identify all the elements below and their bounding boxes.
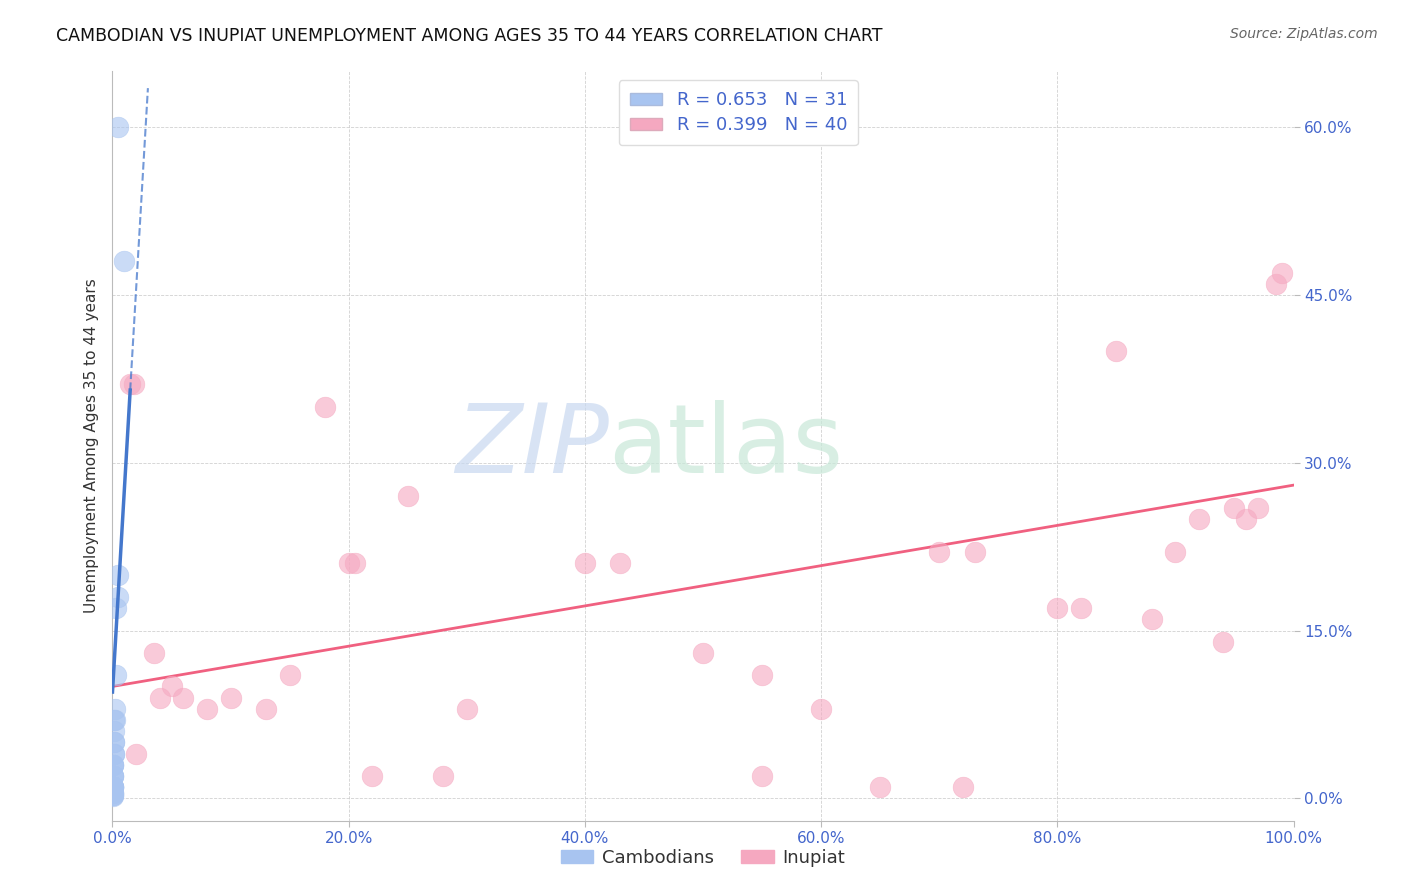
Point (103, 713, 125, 727)
Legend: Cambodians, Inupiat: Cambodians, Inupiat (554, 842, 852, 874)
Point (101, 786, 124, 800)
Point (104, 702, 127, 716)
Point (160, 680, 183, 694)
Point (107, 590, 129, 604)
Y-axis label: Unemployment Among Ages 35 to 44 years: Unemployment Among Ages 35 to 44 years (83, 278, 98, 614)
Text: atlas: atlas (609, 400, 844, 492)
Point (219, 690, 242, 705)
Point (101, 788, 124, 802)
Point (101, 780, 124, 794)
Point (337, 557, 360, 571)
Point (692, 646, 714, 660)
Point (314, 400, 336, 414)
Text: ZIP: ZIP (454, 400, 609, 492)
Point (1271, 266, 1294, 280)
Point (103, 735, 125, 749)
Point (361, 769, 384, 783)
Point (1212, 634, 1234, 648)
Point (195, 702, 218, 716)
Point (1105, 343, 1128, 358)
Point (101, 788, 124, 802)
Point (103, 747, 125, 761)
Point (104, 713, 127, 727)
Point (609, 557, 631, 571)
Point (101, 769, 124, 783)
Legend: R = 0.653   N = 31, R = 0.399   N = 40: R = 0.653 N = 31, R = 0.399 N = 40 (619, 80, 858, 145)
Point (120, 377, 142, 392)
Point (107, 567, 129, 582)
Point (432, 769, 454, 783)
Point (101, 780, 124, 794)
Point (103, 747, 125, 761)
Point (149, 690, 172, 705)
Point (105, 668, 128, 682)
Point (172, 690, 194, 705)
Point (278, 668, 301, 682)
Point (101, 789, 124, 803)
Point (1223, 500, 1246, 515)
Point (101, 757, 124, 772)
Point (343, 557, 366, 571)
Point (112, 254, 135, 268)
Point (122, 377, 145, 392)
Point (101, 780, 124, 794)
Point (1070, 601, 1092, 615)
Point (101, 757, 124, 772)
Point (810, 702, 832, 716)
Point (105, 601, 128, 615)
Point (751, 769, 773, 783)
Point (952, 780, 974, 794)
Text: CAMBODIAN VS INUPIAT UNEMPLOYMENT AMONG AGES 35 TO 44 YEARS CORRELATION CHART: CAMBODIAN VS INUPIAT UNEMPLOYMENT AMONG … (56, 27, 883, 45)
Point (928, 545, 950, 559)
Point (103, 735, 125, 749)
Point (1140, 612, 1163, 626)
Point (751, 668, 773, 682)
Point (142, 646, 165, 660)
Point (101, 780, 124, 794)
Point (101, 786, 124, 800)
Point (101, 769, 124, 783)
Text: Source: ZipAtlas.com: Source: ZipAtlas.com (1230, 27, 1378, 41)
Point (101, 757, 124, 772)
Point (396, 489, 419, 503)
Point (1188, 511, 1211, 525)
Point (963, 545, 986, 559)
Point (101, 786, 124, 800)
Point (101, 780, 124, 794)
Point (1234, 511, 1257, 525)
Point (1164, 545, 1187, 559)
Point (103, 724, 125, 739)
Point (1264, 277, 1286, 291)
Point (1247, 500, 1270, 515)
Point (254, 702, 277, 716)
Point (1046, 601, 1069, 615)
Point (869, 780, 891, 794)
Point (456, 702, 478, 716)
Point (107, 120, 129, 135)
Point (101, 769, 124, 783)
Point (125, 747, 148, 761)
Point (574, 557, 596, 571)
